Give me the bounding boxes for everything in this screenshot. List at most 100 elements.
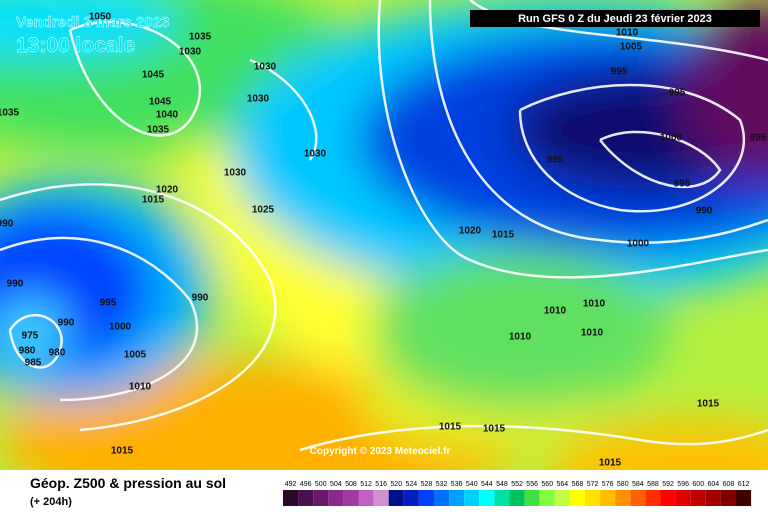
isobar-label: 1005: [620, 42, 643, 53]
scale-label: 572: [587, 481, 599, 488]
isobar-label: 995: [611, 67, 628, 78]
scale-swatch: [283, 490, 299, 506]
scale-label: 568: [572, 481, 584, 488]
scale-swatch: [494, 490, 510, 506]
scale-label: 612: [738, 481, 750, 488]
forecast-date: Vendredi 3 mars 2023: [16, 14, 169, 31]
scale-swatch: [403, 490, 419, 506]
isobar-label: 1010: [616, 28, 639, 39]
isobar-label: 990: [192, 293, 209, 304]
footer-lead: (+ 204h): [30, 496, 72, 508]
scale-swatch: [615, 490, 631, 506]
isobar-label: 1010: [544, 306, 567, 317]
scale-swatch: [645, 490, 661, 506]
scale-swatch: [675, 490, 691, 506]
scale-label: 552: [511, 481, 523, 488]
scale-label: 504: [330, 481, 342, 488]
isobar-label: 980: [49, 348, 66, 359]
scale-label: 516: [375, 481, 387, 488]
scale-swatch: [358, 490, 374, 506]
scale-label: 588: [647, 481, 659, 488]
isobar-label: 1030: [304, 149, 327, 160]
scale-label: 580: [617, 481, 629, 488]
scale-swatch: [690, 490, 706, 506]
scale-swatch: [373, 490, 389, 506]
scale-swatch: [600, 490, 616, 506]
isobar-label: 1045: [149, 97, 172, 108]
isobar-label: 1015: [142, 195, 165, 206]
isobar-label: 1010: [509, 332, 532, 343]
isobar-label: 1050: [89, 12, 112, 23]
scale-label: 604: [708, 481, 720, 488]
isobar-label: 990: [58, 318, 75, 329]
footer-title: Géop. Z500 & pression au sol: [30, 475, 226, 491]
isobar-label: 995: [669, 88, 686, 99]
scale-label: 508: [345, 481, 357, 488]
scale-label: 512: [360, 481, 372, 488]
isobar-label: 990: [7, 279, 24, 290]
isobar-label: 995: [750, 133, 767, 144]
scale-label: 560: [541, 481, 553, 488]
isobar-label: 1035: [0, 108, 20, 119]
isobar-label: 1025: [252, 205, 275, 216]
isobar-label: 1030: [179, 47, 202, 58]
scale-swatch: [313, 490, 329, 506]
scale-swatch: [554, 490, 570, 506]
isobar-label: 995: [547, 155, 564, 166]
scale-swatch: [388, 490, 404, 506]
scale-label: 544: [481, 481, 493, 488]
isobar-label: 1030: [247, 94, 270, 105]
scale-swatch: [705, 490, 721, 506]
scale-label: 596: [677, 481, 689, 488]
scale-swatch: [418, 490, 434, 506]
scale-swatch: [569, 490, 585, 506]
isobar-label: 1015: [599, 458, 622, 469]
scale-swatch: [343, 490, 359, 506]
scale-swatch: [720, 490, 736, 506]
isobar-label: 980: [19, 346, 36, 357]
scale-swatch: [539, 490, 555, 506]
isobar-label: 1045: [142, 70, 165, 81]
scale-swatch: [479, 490, 495, 506]
isobar-label: 995: [100, 298, 117, 309]
isobar-label: 1015: [697, 399, 720, 410]
scale-label: 600: [692, 481, 704, 488]
isobar-label: 1015: [483, 424, 506, 435]
scale-swatch: [660, 490, 676, 506]
isobar-label: 1010: [581, 328, 604, 339]
isobar-label: 1015: [439, 422, 462, 433]
isobar-label: 1000: [109, 322, 132, 333]
isobar-label: 1035: [189, 32, 212, 43]
scale-label: 540: [466, 481, 478, 488]
scale-label: 500: [315, 481, 327, 488]
scale-label: 548: [496, 481, 508, 488]
scale-label: 592: [662, 481, 674, 488]
isobar-label: 975: [22, 331, 39, 342]
isobar-label: 990: [0, 219, 14, 230]
isobar-label: 1030: [254, 62, 277, 73]
scale-label: 524: [406, 481, 418, 488]
isobar-label: 1040: [156, 110, 179, 121]
isobar-label: 1035: [147, 125, 170, 136]
scale-swatch: [509, 490, 525, 506]
scale-swatch: [464, 490, 480, 506]
scale-swatch: [434, 490, 450, 506]
isobar-label: 1020: [156, 185, 179, 196]
copyright: Copyright © 2023 Meteociel.fr: [310, 446, 451, 457]
scale-swatch: [585, 490, 601, 506]
isobar-label: 990: [696, 206, 713, 217]
scale-label: 496: [300, 481, 312, 488]
scale-swatch: [328, 490, 344, 506]
scale-label: 608: [723, 481, 735, 488]
isobar-label: 1000: [660, 133, 683, 144]
isobar-label: 985: [25, 358, 42, 369]
isobar-label: 1000: [627, 239, 650, 250]
scale-swatch: [298, 490, 314, 506]
isobars: [0, 0, 768, 452]
scale-swatch: [524, 490, 540, 506]
scale-label: 492: [285, 481, 297, 488]
scale-label: 536: [451, 481, 463, 488]
isobar-label: 995: [674, 179, 691, 190]
scale-label: 520: [390, 481, 402, 488]
